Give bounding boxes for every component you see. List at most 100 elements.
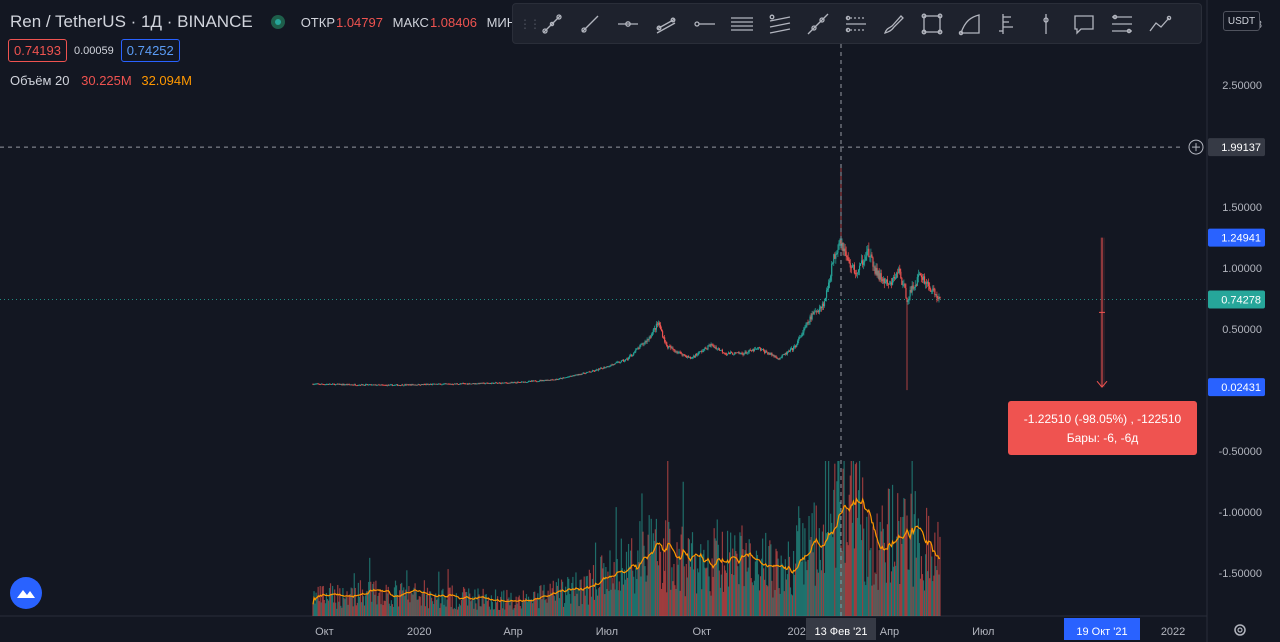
candle-body — [568, 376, 570, 378]
candle-body — [833, 254, 835, 263]
candle-body — [576, 374, 578, 376]
comment-icon[interactable] — [1065, 7, 1103, 41]
candle-body — [618, 361, 620, 363]
candle-body — [583, 372, 585, 374]
candle-body — [858, 265, 861, 270]
flag-icon[interactable] — [1027, 7, 1065, 41]
volume-bar — [746, 571, 748, 616]
volume-bar — [553, 595, 555, 616]
volume-bar — [818, 528, 820, 616]
volume-bar — [917, 518, 919, 616]
candle-body — [335, 384, 337, 385]
info-line-icon[interactable] — [609, 7, 647, 41]
drag-handle-icon[interactable]: ⋮⋮ — [519, 16, 541, 31]
volume-bar — [756, 555, 759, 616]
volume-bar — [345, 597, 347, 616]
rectangle-icon[interactable] — [913, 7, 951, 41]
add-alert-plus-icon[interactable] — [1188, 139, 1204, 155]
symbol-title[interactable]: Ren / TetherUS · 1Д · BINANCE — [10, 12, 253, 31]
measure-tooltip: -1.22510 (-98.05%) , -122510 Бары: -6, -… — [1008, 401, 1197, 455]
volume-bar — [525, 594, 528, 616]
volume-bar — [821, 531, 824, 616]
candle-body — [423, 384, 425, 385]
candle-body — [927, 282, 929, 284]
candle-body — [434, 383, 436, 385]
candle-body — [525, 382, 528, 383]
volume-bar — [503, 590, 505, 616]
candle-body — [851, 265, 853, 268]
forecast-icon[interactable] — [989, 7, 1027, 41]
candle-body — [862, 260, 864, 265]
candle-body — [504, 382, 506, 384]
fib-icon[interactable] — [1103, 7, 1141, 41]
volume-bar — [636, 579, 638, 616]
currency-scale-button[interactable]: USDT — [1223, 11, 1260, 31]
candle-body — [382, 384, 384, 386]
candle-body — [402, 384, 404, 386]
candle-body — [581, 373, 583, 375]
candle-body — [700, 350, 702, 352]
volume-bar — [630, 550, 632, 616]
candle-body — [436, 383, 438, 385]
volume-bar — [600, 556, 602, 616]
volume-bar — [895, 565, 897, 616]
tradingview-logo-icon[interactable] — [10, 577, 42, 609]
candle-body — [520, 381, 522, 383]
candle-body — [584, 373, 586, 375]
volume-bar — [828, 461, 830, 616]
candle-body — [850, 267, 852, 269]
trend-line-icon[interactable] — [533, 7, 571, 41]
candle-body — [765, 351, 767, 354]
candle-body — [645, 341, 647, 343]
candle-body — [733, 354, 735, 356]
volume-bar — [594, 542, 597, 616]
extended-line-icon[interactable] — [799, 7, 837, 41]
volume-bar — [901, 543, 903, 616]
candle-body — [701, 350, 703, 352]
volume-bar — [544, 600, 546, 616]
ask-price[interactable]: 0.74252 — [120, 39, 180, 62]
volume-bar — [650, 518, 652, 616]
volume-bar — [475, 603, 477, 616]
volume-bar — [855, 462, 858, 616]
candle-body — [739, 353, 741, 355]
candle-body — [603, 367, 605, 369]
volume-bar — [367, 591, 369, 616]
volume-bar — [885, 582, 887, 616]
horizontal-ray-icon[interactable] — [685, 7, 723, 41]
horizontal-lines-icon[interactable] — [723, 7, 761, 41]
candle-body — [341, 384, 343, 385]
arc-icon[interactable] — [951, 7, 989, 41]
parallel-channel-icon[interactable] — [647, 7, 685, 41]
volume-bar — [558, 598, 561, 616]
volume-bar — [385, 584, 387, 616]
candle-body — [321, 383, 323, 385]
volume-bar — [656, 561, 659, 616]
volume-bar — [741, 525, 743, 616]
settings-gear-icon[interactable] — [1232, 622, 1248, 638]
volume-bar — [839, 501, 841, 616]
volume-bar — [675, 588, 677, 616]
volume-bar — [795, 563, 797, 616]
volume-bar — [784, 559, 786, 616]
candle-body — [580, 374, 582, 376]
candle-body — [353, 384, 355, 386]
volume-bar — [315, 592, 317, 616]
volume-bar — [415, 591, 417, 616]
bid-price[interactable]: 0.74193 — [8, 39, 67, 62]
brush-icon[interactable] — [875, 7, 913, 41]
candle-body — [764, 350, 766, 354]
volume-bar — [833, 489, 835, 616]
candle-body — [327, 384, 330, 386]
candle-body — [682, 354, 684, 356]
volume-bar — [338, 601, 340, 616]
volume-bar — [868, 512, 870, 616]
volume-bar — [567, 577, 569, 616]
price-range-icon[interactable] — [837, 7, 875, 41]
regression-trend-icon[interactable] — [761, 7, 799, 41]
candle-body — [792, 346, 795, 351]
path-icon[interactable] — [1141, 7, 1179, 41]
ray-icon[interactable] — [571, 7, 609, 41]
volume-bar — [323, 599, 325, 616]
